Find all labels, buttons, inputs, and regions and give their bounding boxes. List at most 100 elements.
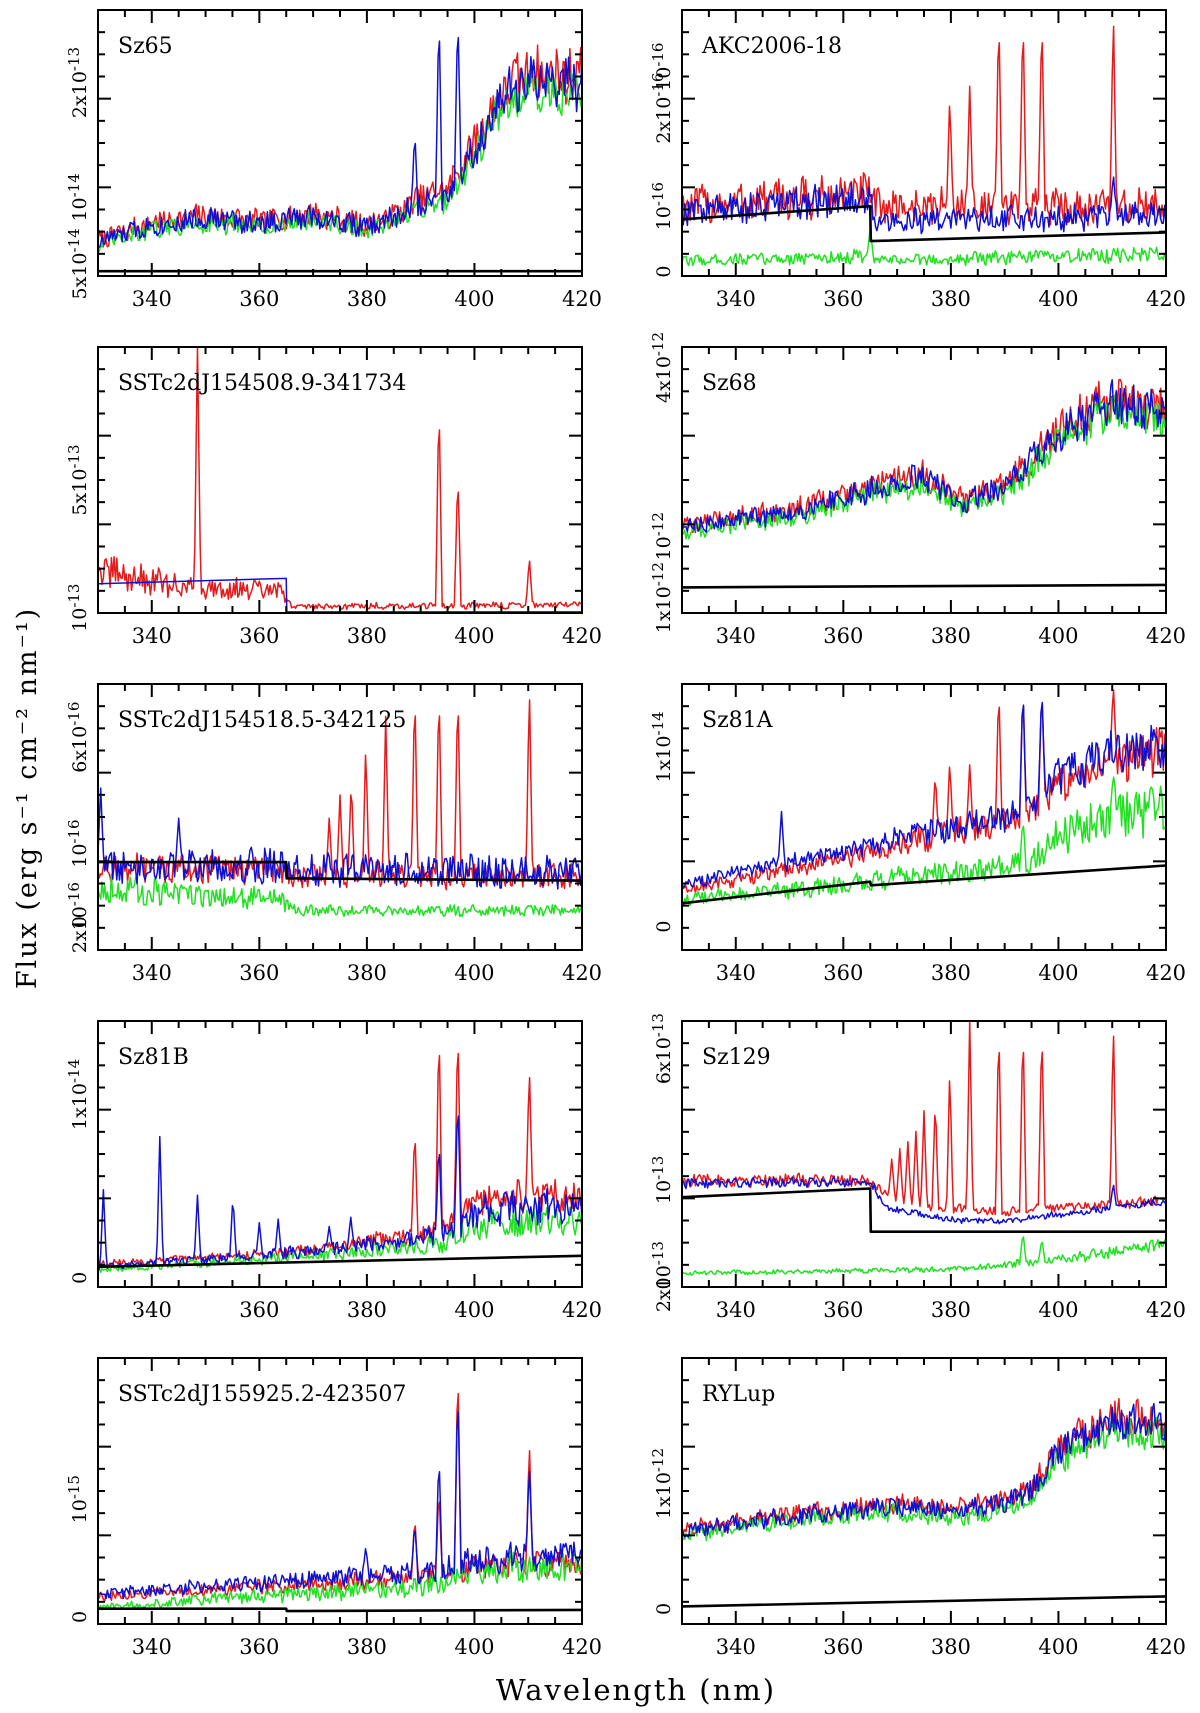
x-tick-label: 400 [1038,961,1078,985]
panel-title: SSTc2dJ155925.2-423507 [118,1382,406,1407]
series-blue-line [98,577,582,613]
y-tick-label: 10-16 [65,819,91,867]
x-tick-label: 340 [132,1298,172,1322]
x-tick-label: 340 [132,624,172,648]
y-axis-label: Flux (erg s⁻¹ cm⁻² nm⁻¹) [12,607,43,989]
series-blue-line [682,1402,1166,1538]
x-tick-label: 360 [239,961,279,985]
y-tick-label: 2x10-16 [649,73,675,144]
panel-3: 340 360 380 400 420 10-13 5x10-13 SSTc2dJ154508… [65,346,602,648]
y-tick-label: 2x10-13 [65,47,91,118]
series-blue-line [98,1411,582,1600]
series-blue-line [98,787,582,890]
x-tick-label: 380 [931,287,971,311]
panels-group: 340 360 380 400 4205x10-1410-142x10-13Sz6534… [65,9,1186,1659]
x-tick-label: 360 [239,624,279,648]
y-tick-label: 0 [653,266,675,278]
plot-area [682,689,1166,907]
series-green-line [98,65,582,253]
panel-9: 340 360 380 400 420 0 10-15 SSTc2dJ155925.2-423… [65,1357,602,1659]
series-green-line [682,776,1166,907]
x-tick-label: 420 [1146,1635,1186,1659]
x-tick-label: 420 [562,1635,602,1659]
series-blue-line [682,379,1166,533]
series-blue-line [682,701,1166,889]
panel-title: Sz81B [118,1045,189,1070]
x-tick-label: 380 [931,1298,971,1322]
x-tick-label: 400 [1038,287,1078,311]
y-tick-label: 10-13 [649,1156,675,1204]
y-tick-label: 10-15 [65,1475,91,1523]
y-tick-label: 10-12 [649,512,675,560]
x-tick-label: 380 [347,961,387,985]
x-tick-label: 400 [454,1298,494,1322]
x-tick-label: 400 [454,1635,494,1659]
x-tick-label: 360 [239,1635,279,1659]
x-tick-label: 400 [454,961,494,985]
series-blue-line [98,36,582,249]
series-green-line [98,873,582,918]
x-tick-label: 400 [454,287,494,311]
panel-title: SSTc2dJ154508.9-341734 [118,371,406,396]
x-tick-label: 400 [1038,1298,1078,1322]
x-tick-label: 360 [823,287,863,311]
x-tick-label: 380 [931,624,971,648]
panel-title: Sz81A [702,708,774,733]
y-tick-label: 2x10-13 [649,1241,675,1312]
y-tick-label: 1x10-12 [649,1448,675,1519]
y-tick-label: 0 [69,1611,91,1623]
plot-area [682,378,1166,589]
y-tick-label: 10-16 [649,182,675,230]
x-tick-label: 380 [347,1635,387,1659]
x-tick-label: 340 [716,1298,756,1322]
x-tick-label: 340 [716,961,756,985]
series-green-line [682,395,1166,540]
panel-title: RYLup [702,1382,775,1407]
x-tick-label: 360 [823,961,863,985]
x-tick-label: 380 [931,1635,971,1659]
y-tick-label: 10-16 [649,43,675,91]
x-tick-label: 380 [347,624,387,648]
y-tick-label: 4x10-12 [649,332,675,403]
panel-title: Sz129 [702,1045,771,1070]
series-red-line [98,699,582,891]
plot-area [98,1052,582,1274]
series-green-line [98,1550,582,1611]
y-tick-label: 6x10-13 [649,1013,675,1084]
series-blue-line [682,176,1166,235]
x-tick-label: 420 [1146,624,1186,648]
series-black-line [682,1187,1166,1233]
x-tick-label: 400 [1038,624,1078,648]
y-tick-label: 1x10-12 [649,562,675,633]
panel-title: AKC2006-18 [701,34,842,59]
x-tick-label: 400 [454,624,494,648]
series-black-line [682,1595,1166,1608]
x-tick-label: 420 [1146,287,1186,311]
x-tick-label: 400 [1038,1635,1078,1659]
y-tick-label: 5x10-13 [65,444,91,515]
series-black-line [98,1607,582,1613]
x-axis-label: Wavelength (nm) [496,1673,776,1707]
y-tick-label: 0 [653,1277,675,1289]
x-tick-label: 360 [823,624,863,648]
y-tick-label: 0 [69,916,91,928]
y-tick-label: 1x10-14 [649,711,675,782]
series-blue-line [682,1176,1166,1225]
y-tick-label: 10-13 [65,584,91,632]
plot-area [682,1021,1166,1276]
plot-area [98,36,582,273]
panel-6: 340 360 380 400 420 0 1x10-14 Sz81A [649,683,1186,985]
x-tick-label: 340 [716,287,756,311]
series-blue-line [98,1115,582,1271]
x-tick-label: 420 [562,961,602,985]
plot-area [682,25,1166,267]
y-tick-label: 0 [653,1603,675,1615]
series-green-line [682,227,1166,267]
y-tick-label: 0 [69,1272,91,1284]
x-tick-label: 420 [562,624,602,648]
